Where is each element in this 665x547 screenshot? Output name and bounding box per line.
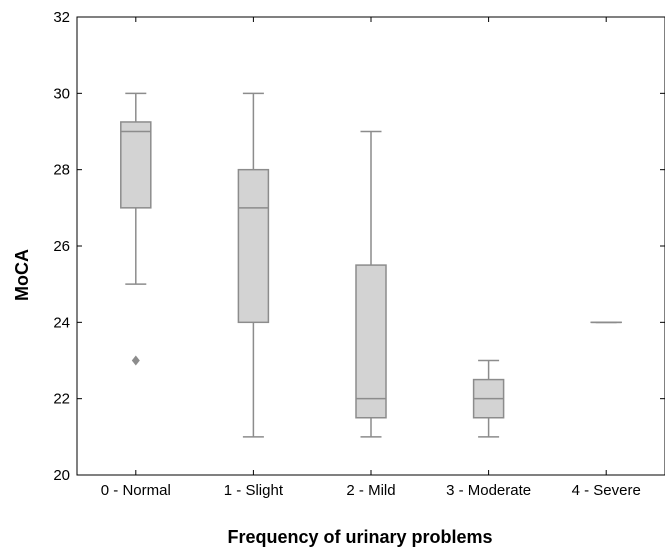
- outlier-point: [131, 355, 140, 366]
- x-axis-title: Frequency of urinary problems: [227, 527, 492, 547]
- x-tick-label: 2 - Mild: [346, 482, 395, 499]
- y-axis-title: MoCA: [12, 249, 32, 301]
- x-tick-label: 1 - Slight: [224, 482, 284, 499]
- x-tick-label: 4 - Severe: [572, 482, 641, 499]
- box: [120, 121, 152, 209]
- y-tick-label: 32: [53, 9, 70, 26]
- x-tick-label: 3 - Moderate: [446, 482, 531, 499]
- x-tick-label: 0 - Normal: [101, 482, 171, 499]
- box: [237, 168, 270, 324]
- box: [355, 264, 387, 419]
- y-tick-label: 20: [53, 467, 70, 484]
- y-tick-label: 30: [53, 85, 70, 102]
- plot-area: 20 22 24 26 28 30 32 0 - Normal 1 - Slight 2 - Mi…: [53, 9, 665, 499]
- y-tick-label: 26: [53, 238, 70, 255]
- y-tick-label: 22: [53, 391, 70, 408]
- y-tick-label: 24: [53, 314, 70, 331]
- y-tick-label: 28: [53, 162, 70, 179]
